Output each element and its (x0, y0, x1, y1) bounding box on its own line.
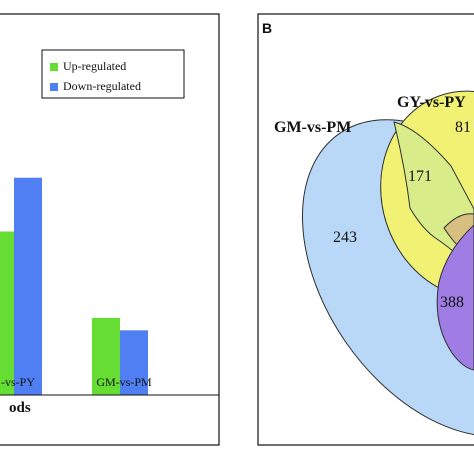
x-tick-label-1: -vs-PY (1, 375, 35, 389)
bar-up-2 (92, 317, 120, 395)
venn-diagram (301, 90, 474, 437)
x-tick-label-2: GM-vs-PM (96, 375, 152, 389)
bar-down-2 (120, 330, 148, 395)
gm-pm-label: GM-vs-PM (274, 119, 351, 136)
gm-gy-overlap-value: 171 (408, 168, 432, 185)
legend-box (41, 49, 185, 99)
x-axis-title: ods (9, 400, 31, 416)
purple-region-value: 388 (440, 294, 464, 311)
bar-up-1 (0, 231, 14, 395)
legend: Up-regulated Down-regulated (41, 49, 185, 99)
bar-down-1 (14, 177, 42, 395)
legend-up-swatch (50, 63, 58, 71)
panel-b: B GM-vs-PM GY-vs-PY 243 171 81 388 (257, 13, 474, 446)
gm-pm-only-value: 243 (333, 229, 357, 246)
x-tick-labels: -vs-PY GM-vs-PM (1, 375, 152, 389)
purple-set-region (436, 224, 474, 371)
bars-layer (0, 177, 148, 395)
legend-down-swatch (50, 83, 58, 91)
legend-down-label: Down-regulated (63, 79, 141, 93)
gy-py-only-value: 81 (455, 119, 471, 136)
legend-up-label: Up-regulated (63, 59, 126, 73)
panel-b-label: B (262, 20, 272, 36)
panel-a-frame (0, 13, 220, 446)
gy-py-label: GY-vs-PY (397, 94, 466, 111)
panel-a: Up-regulated Down-regulated -vs-PY GM-vs-… (0, 13, 220, 446)
